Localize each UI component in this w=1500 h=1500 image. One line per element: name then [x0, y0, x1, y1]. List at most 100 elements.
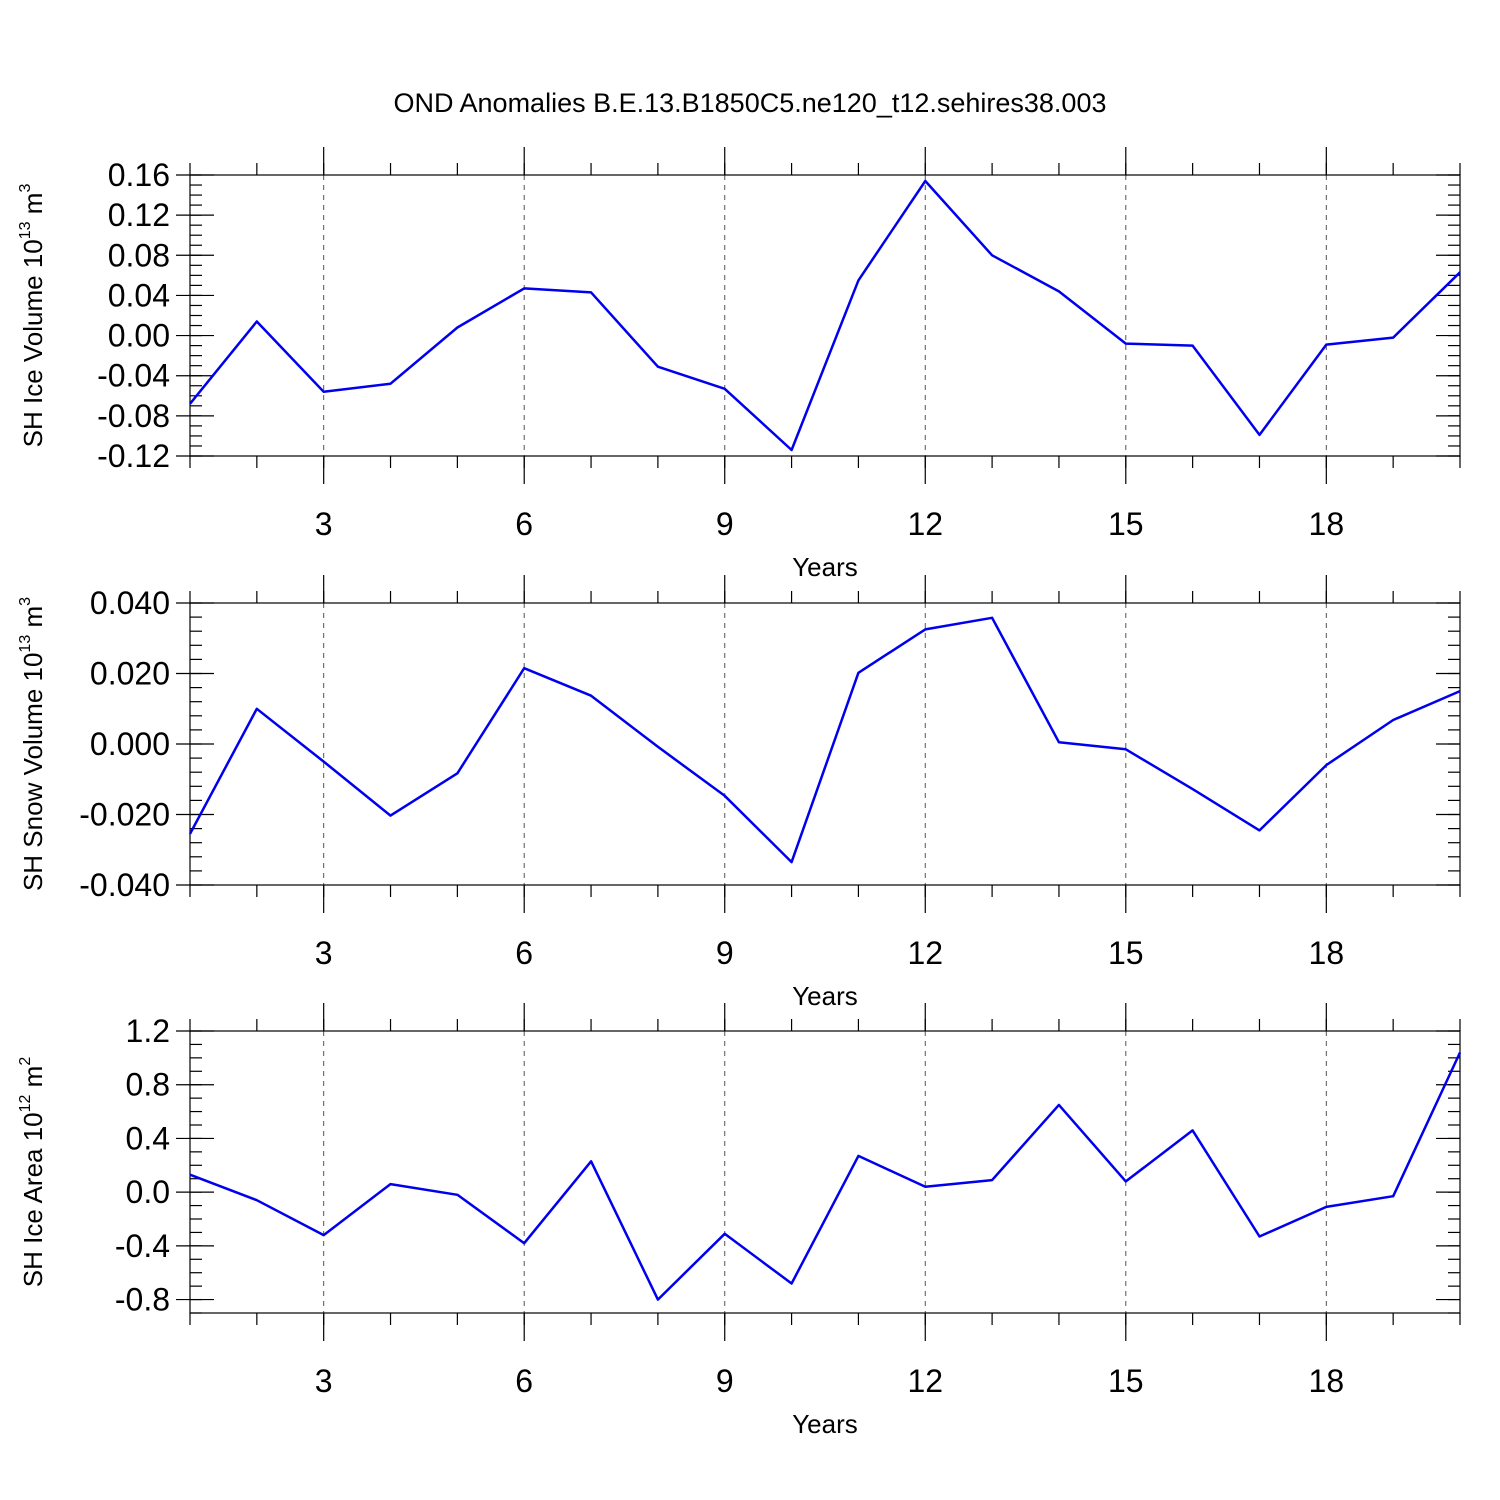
chart-title: OND Anomalies B.E.13.B1850C5.ne120_t12.s… — [394, 88, 1107, 118]
data-point-ice-volume-18 — [1324, 343, 1328, 347]
x-tick-label: 9 — [716, 935, 734, 971]
data-point-snow-volume-10 — [790, 860, 794, 864]
y-axis-label-text: SH Ice Area 10 — [18, 1112, 48, 1287]
data-point-ice-area-11 — [856, 1154, 860, 1158]
data-point-ice-volume-1 — [188, 402, 192, 406]
x-tick-label: 12 — [907, 935, 943, 971]
panels: 3 6 9 12 15 18 -0.12 -0.08 -0.04 0.00 0.04 0.08 0.12… — [17, 147, 1462, 1439]
data-point-ice-volume-14 — [1057, 289, 1061, 293]
y-axis-label-unit: m — [18, 1066, 48, 1095]
data-point-ice-volume-3 — [322, 390, 326, 394]
y-tick-label: -0.8 — [115, 1282, 170, 1318]
data-point-ice-area-19 — [1391, 1194, 1395, 1198]
x-tick-label: 9 — [716, 506, 734, 542]
x-axis-label: Years — [792, 552, 858, 582]
data-point-snow-volume-9 — [723, 794, 727, 798]
y-axis-label-exponent: 13 — [17, 221, 34, 239]
y-tick-label: 0.4 — [126, 1120, 170, 1156]
y-tick-label: 0.8 — [126, 1067, 170, 1103]
x-tick-label: 6 — [515, 1363, 533, 1399]
x-tick-label: 6 — [515, 506, 533, 542]
data-point-snow-volume-20 — [1458, 689, 1462, 693]
data-point-snow-volume-7 — [589, 694, 593, 698]
y-tick-label: 0.04 — [108, 277, 170, 313]
series-line-ice-volume — [189, 179, 1461, 452]
x-axis-label: Years — [792, 981, 858, 1011]
y-axis-label: SH Snow Volume 1013 m3 — [17, 597, 48, 891]
y-tick-label: 0.000 — [90, 726, 170, 762]
data-point-ice-area-8 — [656, 1298, 660, 1302]
data-point-ice-volume-4 — [389, 382, 393, 386]
data-point-snow-volume-14 — [1057, 740, 1061, 744]
x-tick-label: 3 — [315, 1363, 333, 1399]
data-point-snow-volume-3 — [322, 760, 326, 764]
data-point-ice-area-15 — [1124, 1179, 1128, 1183]
data-point-ice-area-17 — [1257, 1234, 1261, 1238]
panel-ice-area: 3 6 9 12 15 18 -0.8 -0.4 0.0 0.4 0.8 1.2 Years SH Ice… — [17, 1003, 1462, 1439]
data-point-snow-volume-4 — [389, 814, 393, 818]
y-axis-label-exponent: 12 — [17, 1094, 34, 1112]
y-tick-label: 0.08 — [108, 237, 170, 273]
panel-ice-volume: 3 6 9 12 15 18 -0.12 -0.08 -0.04 0.00 0.04 0.08 0.12… — [17, 147, 1462, 582]
y-tick-label: 0.040 — [90, 585, 170, 621]
y-tick-label: -0.04 — [97, 358, 170, 394]
data-point-ice-area-20 — [1458, 1050, 1462, 1054]
data-point-ice-volume-20 — [1458, 270, 1462, 274]
data-point-ice-area-12 — [923, 1185, 927, 1189]
data-point-snow-volume-12 — [923, 627, 927, 631]
x-tick-label: 3 — [315, 935, 333, 971]
data-point-ice-area-16 — [1191, 1128, 1195, 1132]
y-tick-label: 0.020 — [90, 656, 170, 692]
data-point-ice-area-3 — [322, 1233, 326, 1237]
x-tick-label: 3 — [315, 506, 333, 542]
data-point-ice-area-7 — [589, 1159, 593, 1163]
y-axis-label: SH Ice Area 1012 m2 — [17, 1057, 48, 1288]
x-tick-label: 15 — [1108, 506, 1144, 542]
data-point-ice-volume-16 — [1191, 344, 1195, 348]
data-point-ice-volume-6 — [522, 286, 526, 290]
x-tick-label: 6 — [515, 935, 533, 971]
data-point-snow-volume-6 — [522, 666, 526, 670]
data-point-ice-area-13 — [990, 1178, 994, 1182]
series-line-snow-volume — [188, 616, 1461, 864]
y-axis-label: SH Ice Volume 1013 m3 — [17, 184, 48, 448]
series-line-ice-area — [189, 1051, 1462, 1301]
data-point-snow-volume-13 — [990, 616, 994, 620]
data-point-snow-volume-18 — [1324, 763, 1328, 767]
data-point-ice-area-9 — [723, 1232, 727, 1236]
panel-snow-volume: 3 6 9 12 15 18 -0.040 -0.020 0.000 0.020 0.040 Year… — [17, 575, 1462, 1011]
data-point-ice-volume-15 — [1124, 342, 1128, 346]
data-point-snow-volume-5 — [455, 771, 459, 775]
x-tick-label: 12 — [907, 1363, 943, 1399]
data-point-ice-area-14 — [1057, 1103, 1061, 1107]
data-point-ice-area-18 — [1324, 1205, 1328, 1209]
data-point-snow-volume-11 — [856, 671, 860, 675]
data-point-snow-volume-15 — [1124, 747, 1128, 751]
y-axis-label-unit-exponent: 3 — [17, 597, 34, 606]
data-point-ice-volume-13 — [990, 253, 994, 257]
data-point-ice-volume-2 — [255, 320, 259, 324]
data-point-ice-volume-11 — [856, 278, 860, 282]
y-tick-label: 0.00 — [108, 318, 170, 354]
y-tick-label: 0.16 — [108, 157, 170, 193]
y-axis-label-unit: m — [18, 193, 48, 222]
data-point-ice-volume-19 — [1391, 336, 1395, 340]
y-tick-label: 0.12 — [108, 197, 170, 233]
y-tick-label: -0.08 — [97, 398, 170, 434]
y-axis-label-text: SH Ice Volume 10 — [18, 239, 48, 447]
data-point-ice-volume-7 — [589, 290, 593, 294]
data-point-ice-volume-9 — [723, 387, 727, 391]
x-tick-label: 9 — [716, 1363, 734, 1399]
x-tick-label: 18 — [1309, 1363, 1345, 1399]
y-axis-label-exponent: 13 — [17, 635, 34, 653]
y-tick-label: 0.0 — [126, 1174, 170, 1210]
x-tick-label: 18 — [1309, 506, 1345, 542]
data-point-ice-area-6 — [522, 1241, 526, 1245]
data-point-snow-volume-2 — [255, 707, 259, 711]
plot-frame — [189, 174, 1461, 457]
plot-frame — [189, 602, 1461, 886]
data-point-ice-area-10 — [790, 1281, 794, 1285]
y-axis-label-unit: m — [18, 606, 48, 635]
y-axis-label-unit-exponent: 2 — [17, 1057, 34, 1066]
